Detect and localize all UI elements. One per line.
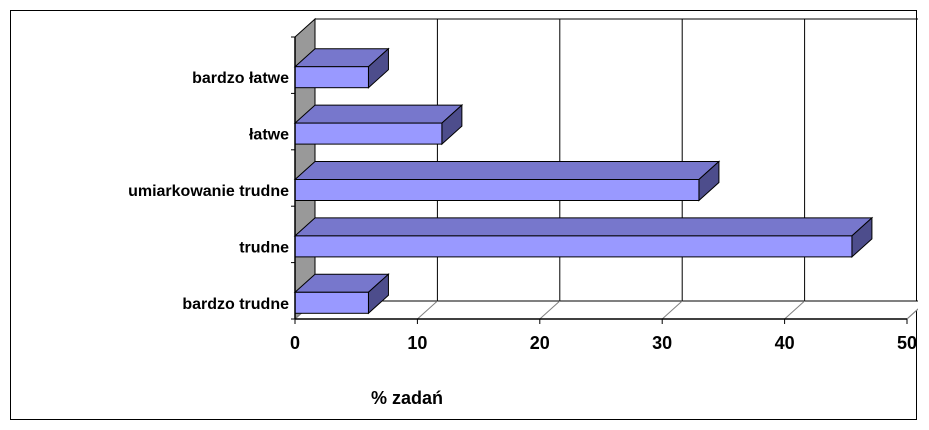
floor-gridline [539, 300, 561, 320]
x-tick-label: 50 [897, 333, 917, 353]
category-label: łatwe [249, 127, 289, 144]
x-tick-label: 10 [407, 333, 427, 353]
bar [293, 103, 464, 146]
bar-front [294, 66, 369, 89]
category-label: umiarkowanie trudne [128, 183, 289, 200]
x-tick-label: 40 [775, 333, 795, 353]
chart-frame: 0 10 20 30 40 50 bardzo łatwe łatwe umiarkowani… [10, 10, 918, 420]
bars [293, 47, 874, 315]
bar-front [294, 235, 853, 258]
bar-front [294, 291, 369, 314]
floor-gridline [417, 300, 438, 320]
bar-front [294, 179, 700, 201]
category-labels: bardzo łatwe łatwe umiarkowanie trudne trud… [128, 70, 289, 313]
bar-top [293, 161, 721, 180]
category-label: trudne [239, 239, 289, 256]
floor [293, 300, 918, 320]
floor-gridline [784, 300, 805, 320]
bar-chart: 0 10 20 30 40 50 bardzo łatwe łatwe umiarkowani… [128, 17, 918, 408]
category-label: bardzo trudne [182, 296, 289, 313]
category-label: bardzo łatwe [192, 70, 289, 87]
bar-top [293, 104, 464, 124]
back-wall [314, 18, 918, 302]
bar [293, 273, 390, 315]
bar [293, 47, 390, 89]
bar [293, 160, 721, 202]
floor-gridline [906, 308, 918, 320]
bar-top [293, 217, 874, 237]
x-tick-label: 20 [530, 333, 550, 353]
x-axis-title: % zadań [371, 388, 443, 408]
bar-front [294, 122, 443, 145]
axes [291, 36, 908, 324]
bar [293, 216, 874, 259]
floor-gridline [661, 300, 683, 320]
x-tick-labels: 0 10 20 30 40 50 [290, 333, 917, 353]
x-tick-label: 30 [652, 333, 672, 353]
x-tick-label: 0 [290, 333, 300, 353]
